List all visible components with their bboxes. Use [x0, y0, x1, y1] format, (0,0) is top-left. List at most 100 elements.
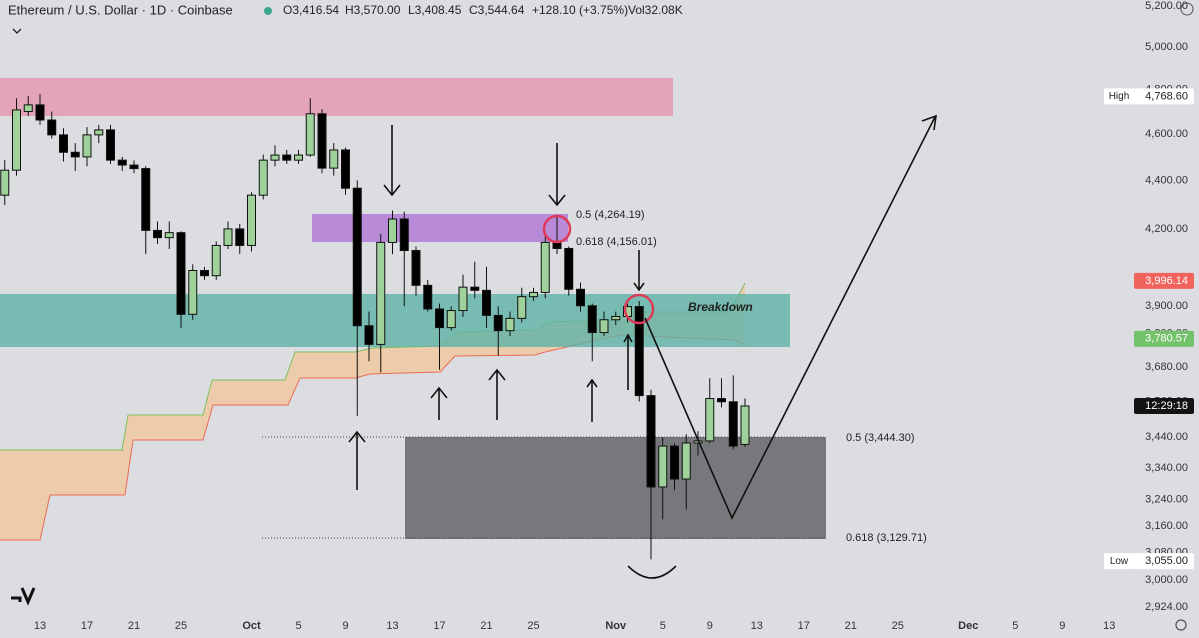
candle-body	[646, 395, 656, 488]
projection-path	[644, 114, 937, 520]
candle-body	[587, 305, 597, 334]
candle-body	[164, 232, 174, 239]
plot-area	[0, 93, 750, 560]
fib-label: 0.618 (4,156.01)	[576, 236, 657, 248]
candle-body	[705, 398, 715, 442]
down-arrow	[383, 125, 401, 197]
price-tag-box	[1104, 88, 1134, 105]
candle-body	[470, 286, 480, 291]
up-arrow	[623, 333, 633, 390]
candle-body	[176, 232, 186, 315]
demand-zone	[405, 437, 826, 539]
candle-body	[0, 169, 10, 196]
candle-body	[341, 149, 350, 189]
candle-body	[670, 445, 679, 480]
up-arrow	[586, 378, 598, 422]
annotations: 0.5 (4,264.19) 0.618 (4,156.01) 0.5 (3,4…	[348, 114, 937, 579]
candle-body	[94, 129, 104, 136]
candle-body	[270, 154, 280, 161]
status-dot	[264, 7, 272, 15]
cloud-lower	[0, 334, 746, 541]
candle-body	[423, 284, 433, 310]
candle-body	[258, 159, 268, 196]
collapse-chevron[interactable]	[12, 28, 22, 34]
y-tick-label: 3,680.00	[1145, 361, 1188, 373]
x-tick-label: 13	[34, 620, 46, 632]
x-tick-label: 25	[527, 620, 539, 632]
candle-body	[200, 269, 209, 277]
x-tick-label: 13	[386, 620, 398, 632]
y-tick-label: 5,000.00	[1145, 41, 1188, 53]
y-tick-label: 3,240.00	[1145, 494, 1188, 506]
x-tick-label: 21	[845, 620, 857, 632]
candle-body	[35, 104, 45, 121]
up-arrow	[488, 368, 506, 420]
readout: C3,544.64	[469, 3, 525, 17]
x-tick-label: 21	[480, 620, 492, 632]
highlight-circle	[542, 214, 572, 244]
x-tick-label: 9	[1059, 620, 1065, 632]
candle-body	[59, 134, 68, 153]
highlight-circle	[623, 293, 655, 325]
y-tick-label: 3,000.00	[1145, 574, 1188, 586]
down-arrow	[633, 250, 645, 292]
candle-body	[329, 149, 339, 169]
x-tick-label: Nov	[605, 620, 627, 632]
candle-body	[153, 229, 162, 239]
settings-icon[interactable]	[1175, 619, 1187, 631]
x-tick-label: 25	[892, 620, 904, 632]
x-tick-label: Oct	[242, 620, 261, 632]
candle-body	[23, 104, 33, 113]
countdown-box	[1134, 397, 1194, 414]
up-arrow	[430, 386, 448, 420]
x-tick-label: 9	[707, 620, 713, 632]
price-label: 3,996.14	[1145, 275, 1188, 287]
candle-body	[529, 291, 538, 298]
price-label-box	[1134, 272, 1194, 289]
y-tick-label: 5,200.00	[1145, 0, 1188, 12]
down-arrow	[548, 143, 566, 207]
y-tick-label: 2,924.00	[1145, 601, 1188, 613]
support-zone	[0, 294, 790, 347]
cloud	[0, 283, 745, 540]
candle-body	[446, 310, 456, 329]
fib-label: 0.5 (3,444.30)	[846, 432, 915, 444]
breakdown-label: Breakdown	[688, 300, 753, 314]
x-tick-label: 17	[798, 620, 810, 632]
price-tag: High	[1109, 91, 1130, 102]
price-label: 3,780.57	[1145, 333, 1188, 345]
candle-body	[82, 134, 92, 158]
price-label-box	[1134, 330, 1194, 347]
price-label: 3,055.00	[1145, 555, 1188, 567]
candle-body	[129, 164, 139, 170]
coin-icon	[1180, 2, 1194, 16]
x-tick-label: 13	[1103, 620, 1115, 632]
logo	[11, 587, 36, 606]
price-label-box	[1134, 88, 1194, 105]
candle-body	[235, 228, 245, 246]
y-tick-label: 3,340.00	[1145, 462, 1188, 474]
y-tick-label: 3,440.00	[1145, 431, 1188, 443]
price-tag: Low	[1110, 556, 1129, 567]
readout: Vol32.08K	[628, 3, 683, 17]
candle-body	[223, 228, 233, 246]
candle-body	[505, 317, 515, 332]
candle-body	[106, 129, 115, 161]
price-labels: 4,768.60 High 3,996.14 3,780.57 3,055.00 Low 1…	[1104, 88, 1194, 570]
candle-body	[70, 151, 80, 158]
candle-body	[717, 398, 726, 403]
price-tag-box	[1104, 553, 1134, 570]
candle-body	[458, 286, 468, 312]
candle-body	[305, 113, 315, 156]
x-tick-label: 5	[660, 620, 666, 632]
resistance-zone	[312, 214, 568, 242]
candle-body	[517, 296, 527, 319]
y-tick-label: 4,400.00	[1145, 174, 1188, 186]
candle-body	[564, 247, 574, 290]
candle-body	[681, 442, 691, 480]
candle-body	[435, 308, 444, 329]
x-tick-label: 5	[295, 620, 301, 632]
candle-body	[388, 218, 397, 243]
candle-body	[493, 314, 503, 332]
